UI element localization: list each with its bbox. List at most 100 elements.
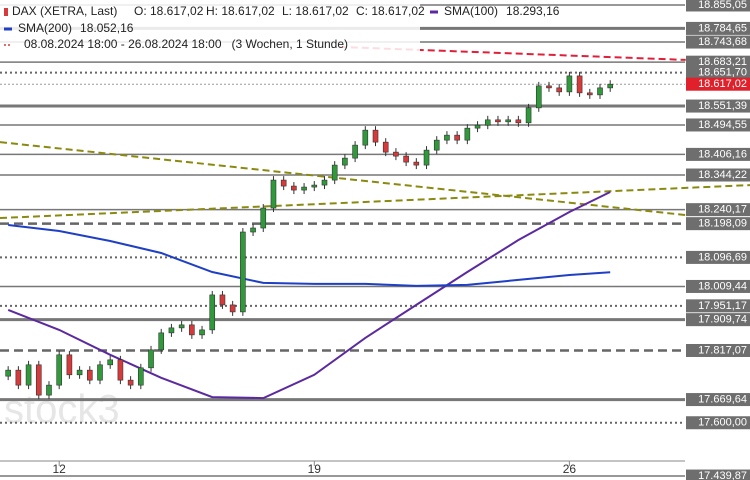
candle-body — [209, 294, 216, 331]
legend-ohlc: C: 18.617,02 — [356, 4, 425, 18]
legend-bg — [0, 0, 420, 54]
candle-body — [362, 129, 369, 146]
candle-body — [576, 75, 583, 94]
sma-line — [8, 224, 611, 287]
level-label-box — [686, 168, 750, 182]
candle-body — [107, 359, 114, 366]
level-label-box — [686, 99, 750, 113]
candle-body — [372, 129, 379, 143]
legend: DAX (XETRA, Last) O: 18.617,02 H: 18.617,0… — [0, 0, 560, 54]
level-label-box — [686, 0, 750, 12]
level-label: 18.240,17 — [698, 204, 747, 216]
candle-body — [403, 155, 409, 163]
level-label: 18.551,39 — [698, 100, 747, 112]
level-label-box — [686, 55, 750, 69]
candle-body — [291, 185, 297, 191]
candle-body — [280, 179, 287, 187]
level-label: 18.743,68 — [698, 36, 747, 48]
level-label-box — [686, 313, 750, 327]
level-label-box — [686, 250, 750, 264]
candle-body — [433, 139, 440, 151]
candle-body — [607, 83, 614, 89]
candle-body — [117, 359, 124, 381]
level-label: 18.855,05 — [698, 0, 747, 11]
level-label: 17.817,07 — [698, 344, 747, 356]
candle-body — [393, 151, 399, 157]
level-label: 18.009,44 — [698, 280, 747, 292]
legend-marker — [4, 8, 8, 16]
candle-body — [270, 179, 277, 209]
level-label: 17.439,87 — [698, 470, 747, 480]
level-label-box — [686, 393, 750, 407]
level-label-box — [686, 21, 750, 35]
level-label: 18.406,16 — [698, 148, 747, 160]
candle-body — [505, 119, 511, 123]
level-label: 18.494,55 — [698, 119, 747, 131]
candle-body — [423, 149, 430, 166]
level-label-box — [686, 343, 750, 357]
legend-series: SMA(100) — [444, 4, 498, 18]
level-label: 17.909,74 — [698, 314, 747, 326]
candle-body — [525, 107, 532, 124]
candle-body — [311, 184, 318, 188]
candle-body — [586, 92, 593, 96]
candle-body — [56, 354, 62, 386]
candle-body — [566, 75, 573, 93]
candle-body — [515, 119, 522, 124]
candle-body — [46, 384, 52, 396]
candle-body — [342, 157, 348, 166]
level-label-box — [686, 217, 750, 231]
legend-ohlc: O: 18.617,02 — [134, 4, 204, 18]
legend-range: 08.08.2024 18:00 - 26.08.2024 18:00 — [24, 37, 222, 51]
candle-body — [260, 207, 267, 229]
level-label-box — [686, 203, 750, 217]
candle-body — [250, 227, 256, 233]
candle-body — [229, 304, 236, 313]
legend-ohlc: H: 18.617,02 — [206, 4, 275, 18]
level-label: 18.096,69 — [698, 251, 747, 263]
candle-body — [189, 324, 195, 336]
level-label-box — [686, 469, 750, 480]
trendline — [0, 184, 750, 220]
level-label: 17.669,64 — [698, 393, 747, 405]
level-label-box — [686, 66, 750, 80]
candle-body — [331, 164, 338, 181]
level-label: 18.784,65 — [698, 22, 747, 34]
candle-body — [301, 186, 307, 191]
watermark: stock3 — [4, 388, 120, 432]
candle-body — [597, 87, 603, 96]
candle-body — [495, 119, 501, 123]
candle-body — [352, 144, 358, 159]
candle-body — [178, 324, 185, 329]
candle-body — [535, 85, 542, 109]
sma-line — [7, 191, 611, 400]
candle-body — [35, 364, 42, 396]
level-label-box — [686, 279, 750, 293]
level-label: 17.600,00 — [698, 417, 747, 429]
candle-body — [168, 327, 175, 334]
candle-body — [444, 134, 450, 141]
candle-body — [76, 369, 83, 376]
candle-body — [66, 354, 73, 376]
candle-body — [158, 332, 165, 351]
level-label: 18.198,09 — [698, 218, 747, 230]
candle-body — [5, 369, 11, 377]
candle-body — [199, 329, 205, 336]
level-label: 18.651,70 — [698, 67, 747, 79]
candle-body — [15, 369, 22, 386]
candle-body — [454, 134, 460, 141]
candle-body — [148, 349, 154, 369]
level-label-box — [686, 77, 750, 91]
legend-series-value: 18.293,16 — [506, 4, 560, 18]
level-label: 18.683,21 — [698, 56, 747, 68]
level-label: 18.617,02 — [698, 78, 747, 90]
legend-instrument: DAX (XETRA, Last) — [12, 4, 117, 18]
x-tick-label: 12 — [53, 462, 67, 476]
x-tick-label: 19 — [308, 462, 322, 476]
level-label-box — [686, 118, 750, 132]
candle-body — [97, 364, 103, 381]
candle-body — [474, 124, 481, 129]
candle-body — [413, 161, 420, 166]
x-tick-label: 26 — [563, 462, 577, 476]
